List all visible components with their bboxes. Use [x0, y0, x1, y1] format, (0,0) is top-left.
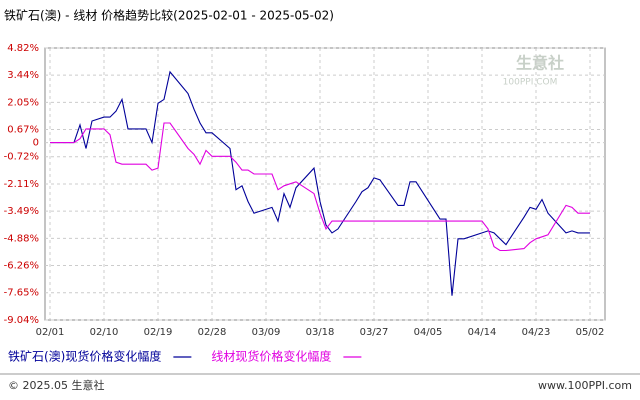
y-tick-label: 0.67% — [7, 124, 39, 135]
series-line — [50, 122, 590, 252]
x-tick-label: 02/01 — [36, 327, 65, 338]
x-tick-label: 04/23 — [522, 327, 551, 338]
footer-left: © 2025.05 生意社 — [8, 378, 104, 392]
y-tick-label: -0.72% — [4, 152, 39, 163]
y-tick-label: 3.44% — [7, 70, 39, 81]
x-tick-label: 02/28 — [198, 327, 227, 338]
x-tick-label: 04/14 — [468, 327, 497, 338]
series-line — [50, 70, 590, 296]
y-tick-label: -4.88% — [4, 233, 39, 244]
legend-label: 铁矿石(澳)现货价格变化幅度 — [8, 349, 161, 364]
x-tick-label: 02/19 — [144, 327, 173, 338]
y-tick-label: -2.11% — [4, 179, 39, 190]
watermark: 生意社 — [516, 54, 564, 73]
x-tick-label: 02/10 — [90, 327, 119, 338]
x-tick-label: 04/05 — [414, 327, 443, 338]
footer-right: www.100PPI.com — [538, 379, 632, 392]
x-tick-label: 05/02 — [576, 327, 605, 338]
y-tick-label: -7.65% — [4, 288, 39, 299]
x-tick-label: 03/18 — [306, 327, 335, 338]
y-tick-label: 2.05% — [7, 97, 39, 108]
watermark: 100PPI.COM — [503, 78, 558, 88]
y-tick-label: -3.49% — [4, 206, 39, 217]
x-tick-label: 03/09 — [252, 327, 281, 338]
y-tick-label: 0 — [33, 138, 39, 149]
chart-title: 铁矿石(澳) - 线材 价格趋势比较(2025-02-01 - 2025-05-… — [4, 8, 334, 23]
x-tick-label: 03/27 — [360, 327, 389, 338]
y-tick-label: -9.04% — [4, 315, 39, 326]
y-tick-label: -6.26% — [4, 260, 39, 271]
legend-label: 线材现货价格变化幅度 — [211, 349, 331, 364]
y-tick-label: 4.82% — [7, 43, 39, 54]
